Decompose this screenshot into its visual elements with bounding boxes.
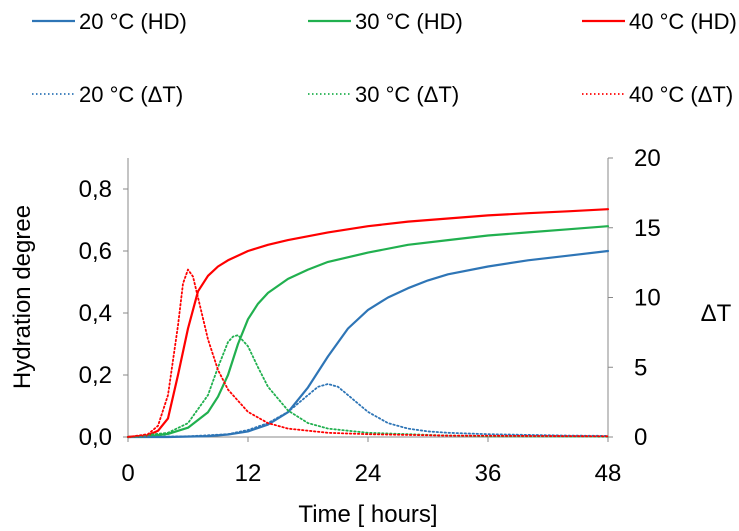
x-axis-label: Time [ hours] xyxy=(298,501,437,528)
y-left-tick-label: 0,6 xyxy=(79,238,112,265)
y-right-tick-label: 20 xyxy=(634,145,661,172)
x-tick-label: 48 xyxy=(595,460,622,487)
x-tick-label: 0 xyxy=(121,460,134,487)
x-tick-label: 36 xyxy=(475,460,502,487)
x-tick-label: 24 xyxy=(355,460,382,487)
legend-item: 30 °C (ΔT) xyxy=(308,82,459,107)
legend-label: 20 °C (ΔT) xyxy=(79,82,183,107)
y-left-tick-label: 0,8 xyxy=(79,176,112,203)
y-right-tick-label: 5 xyxy=(634,354,647,381)
y-left-tick-label: 0,2 xyxy=(79,362,112,389)
legend-label: 40 °C (ΔT) xyxy=(629,82,733,107)
legend-label: 20 °C (HD) xyxy=(79,9,187,34)
y-left-tick-label: 0,4 xyxy=(79,300,112,327)
legend-label: 30 °C (HD) xyxy=(355,9,463,34)
legend-item: 30 °C (HD) xyxy=(308,9,463,34)
y-left-tick-label: 0,0 xyxy=(79,424,112,451)
y-axis-left-label: Hydration degree xyxy=(9,205,36,389)
legend-item: 40 °C (ΔT) xyxy=(582,82,733,107)
series-line-1 xyxy=(126,249,610,439)
x-tick-label: 12 xyxy=(235,460,262,487)
legend-item: 20 °C (HD) xyxy=(32,9,187,34)
series-line-4 xyxy=(127,383,609,438)
y-right-tick-label: 10 xyxy=(634,285,661,312)
legend: 20 °C (HD) 30 °C (HD) 40 °C (HD) 20 °C (ΔT)… xyxy=(32,9,737,107)
y-axis-right-label: ΔT xyxy=(701,300,732,327)
y-right-tick-label: 15 xyxy=(634,215,661,242)
series-line-5 xyxy=(127,334,609,438)
series-line-2 xyxy=(126,225,610,439)
plot-area: 0 12 24 36 48 0,0 0,2 0,4 0,6 0,8 0 5 10 15 20 xyxy=(79,145,661,487)
legend-label: 40 °C (HD) xyxy=(629,9,737,34)
series-line-3 xyxy=(126,208,610,439)
legend-item: 20 °C (ΔT) xyxy=(32,82,183,107)
y-right-tick-label: 0 xyxy=(634,424,647,451)
legend-item: 40 °C (HD) xyxy=(582,9,737,34)
legend-label: 30 °C (ΔT) xyxy=(355,82,459,107)
series-line-6 xyxy=(127,268,609,438)
